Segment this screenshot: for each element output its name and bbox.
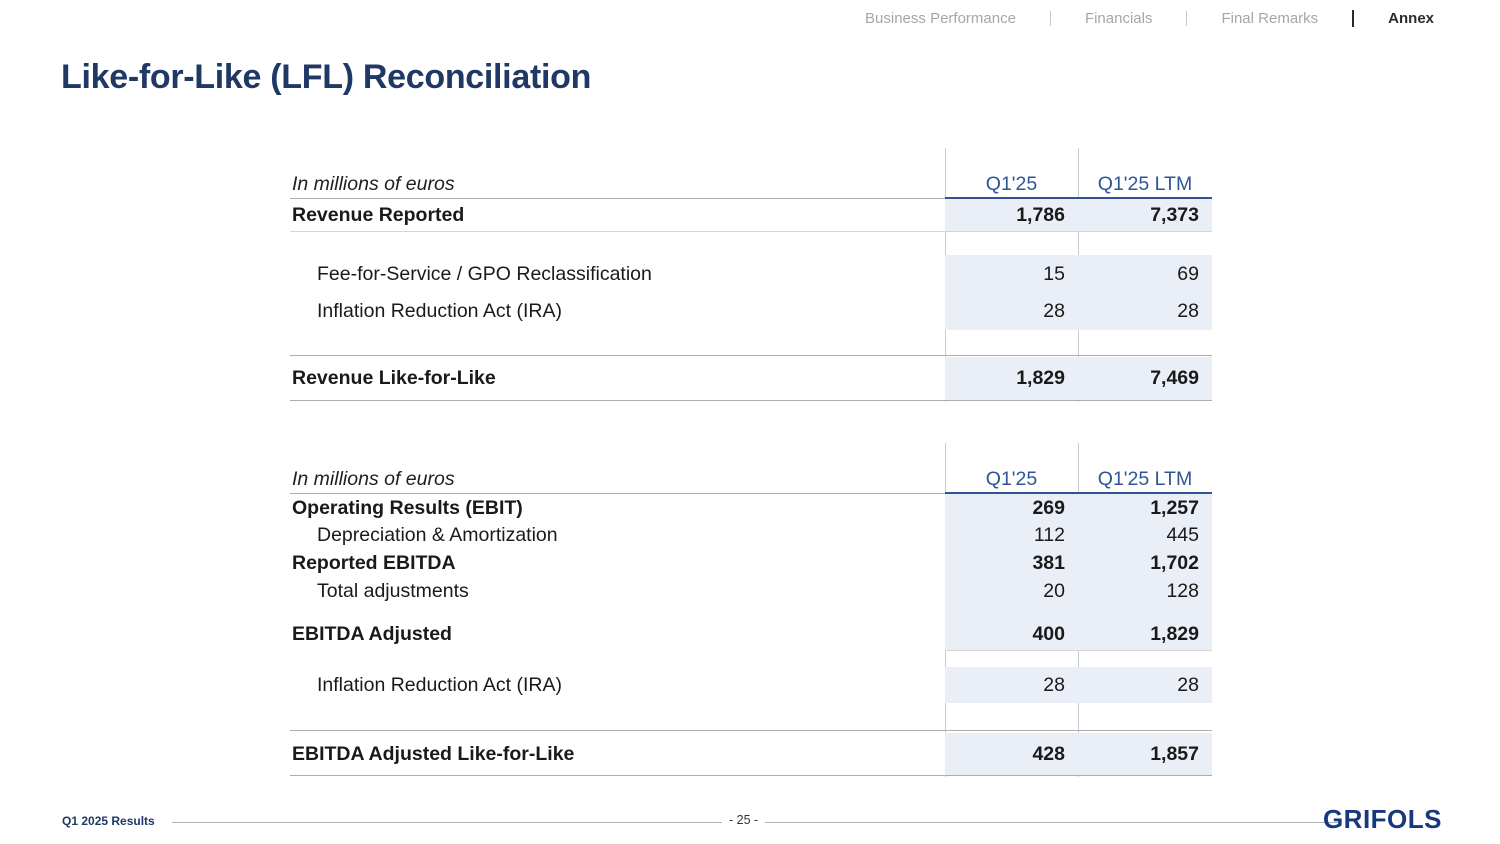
- row-value-q125: 20: [1043, 579, 1065, 602]
- row-rule: [290, 231, 1212, 232]
- row-value-ltm: 28: [1177, 300, 1199, 322]
- row-rule: [945, 650, 1212, 651]
- row-operating-results-ebit: Operating Results (EBIT) 269 1,257: [290, 494, 1212, 522]
- row-revenue-like-for-like: Revenue Like-for-Like 1,829 7,469: [290, 357, 1212, 400]
- row-revenue-reported: Revenue Reported 1,786 7,373: [290, 199, 1212, 231]
- page-number: - 25 -: [722, 813, 766, 827]
- row-value-ltm: 445: [1166, 524, 1199, 546]
- grifols-logo: GRIFOLS: [1322, 804, 1442, 834]
- footer-deck-title: Q1 2025 Results: [62, 814, 155, 828]
- row-value-ltm: 28: [1177, 673, 1199, 696]
- row-ira: Inflation Reduction Act (IRA) 28 28: [290, 293, 1212, 330]
- nav-annex[interactable]: Annex: [1388, 10, 1434, 27]
- row-ira: Inflation Reduction Act (IRA) 28 28: [290, 667, 1212, 703]
- row-value-ltm: 7,469: [1150, 367, 1199, 389]
- table-header-row: In millions of euros Q1'25 Q1'25 LTM: [290, 170, 1212, 198]
- row-depreciation-amortization: Depreciation & Amortization 112 445: [290, 522, 1212, 549]
- row-label: Reported EBITDA: [292, 551, 456, 574]
- nav-separator: [1049, 11, 1051, 26]
- row-label: Inflation Reduction Act (IRA): [317, 673, 562, 696]
- total-rule-top: [290, 730, 1212, 731]
- row-value-q125: 1,786: [1016, 203, 1065, 226]
- column-header-q125: Q1'25: [985, 467, 1038, 490]
- row-value-ltm: 1,702: [1150, 551, 1199, 574]
- row-value-q125: 1,829: [1016, 367, 1065, 389]
- row-value-ltm: 128: [1166, 579, 1199, 602]
- value-shade: [945, 255, 1212, 330]
- row-value-q125: 112: [1033, 524, 1065, 546]
- row-value-ltm: 69: [1177, 262, 1199, 285]
- nav-business-performance[interactable]: Business Performance: [865, 10, 1016, 27]
- revenue-lfl-table: In millions of euros Q1'25 Q1'25 LTM Rev…: [290, 148, 1212, 402]
- row-value-ltm: 1,857: [1150, 742, 1199, 765]
- row-ebitda-adjusted: EBITDA Adjusted 400 1,829: [290, 618, 1212, 650]
- row-value-ltm: 7,373: [1150, 203, 1199, 226]
- row-value-q125: 400: [1032, 622, 1065, 645]
- total-rule-bottom: [290, 400, 1212, 401]
- row-reported-ebitda: Reported EBITDA 381 1,702: [290, 549, 1212, 577]
- nav-separator: [1186, 11, 1188, 26]
- row-label: Operating Results (EBIT): [292, 496, 523, 519]
- section-nav: Business Performance Financials Final Re…: [865, 10, 1434, 27]
- row-value-q125: 428: [1032, 742, 1065, 765]
- row-value-ltm: 1,257: [1150, 496, 1199, 519]
- row-value-q125: 28: [1043, 673, 1065, 696]
- total-rule-top: [290, 355, 1212, 356]
- nav-final-remarks[interactable]: Final Remarks: [1221, 10, 1319, 27]
- header-rule-blue: [945, 492, 1212, 494]
- column-header-q125-ltm: Q1'25 LTM: [1097, 467, 1193, 490]
- row-label: Fee-for-Service / GPO Reclassification: [317, 262, 652, 285]
- value-shade: [945, 494, 1212, 650]
- value-shade: [945, 667, 1212, 703]
- row-total-adjustments: Total adjustments 20 128: [290, 577, 1212, 605]
- value-shade: [945, 357, 1212, 400]
- nav-financials[interactable]: Financials: [1084, 10, 1153, 27]
- row-label: Depreciation & Amortization: [317, 524, 558, 546]
- row-label: EBITDA Adjusted Like-for-Like: [292, 742, 575, 765]
- nav-separator-active: [1352, 10, 1355, 27]
- header-rule: [290, 198, 945, 199]
- value-shade: [945, 199, 1212, 231]
- value-shade: [945, 733, 1212, 775]
- ebitda-lfl-table: In millions of euros Q1'25 Q1'25 LTM Ope…: [290, 443, 1212, 777]
- row-label: Inflation Reduction Act (IRA): [317, 300, 562, 322]
- row-value-q125: 28: [1043, 300, 1065, 322]
- row-value-q125: 381: [1032, 551, 1065, 574]
- column-header-q125-ltm: Q1'25 LTM: [1097, 172, 1193, 195]
- header-rule: [290, 493, 945, 494]
- header-rule-blue: [945, 197, 1212, 199]
- row-value-ltm: 1,829: [1150, 622, 1199, 645]
- page-title: Like-for-Like (LFL) Reconciliation: [61, 58, 592, 96]
- units-label: In millions of euros: [292, 467, 455, 490]
- row-value-q125: 269: [1032, 496, 1065, 519]
- row-label: Revenue Reported: [292, 203, 465, 226]
- table-header-row: In millions of euros Q1'25 Q1'25 LTM: [290, 465, 1212, 493]
- column-header-q125: Q1'25: [985, 172, 1038, 195]
- row-label: Revenue Like-for-Like: [292, 367, 496, 389]
- row-label: EBITDA Adjusted: [292, 622, 452, 645]
- row-value-q125: 15: [1043, 262, 1065, 285]
- units-label: In millions of euros: [292, 172, 455, 195]
- total-rule-bottom: [290, 775, 1212, 776]
- row-ebitda-adjusted-like-for-like: EBITDA Adjusted Like-for-Like 428 1,857: [290, 733, 1212, 775]
- row-label: Total adjustments: [317, 579, 469, 602]
- row-fee-for-service: Fee-for-Service / GPO Reclassification 1…: [290, 255, 1212, 293]
